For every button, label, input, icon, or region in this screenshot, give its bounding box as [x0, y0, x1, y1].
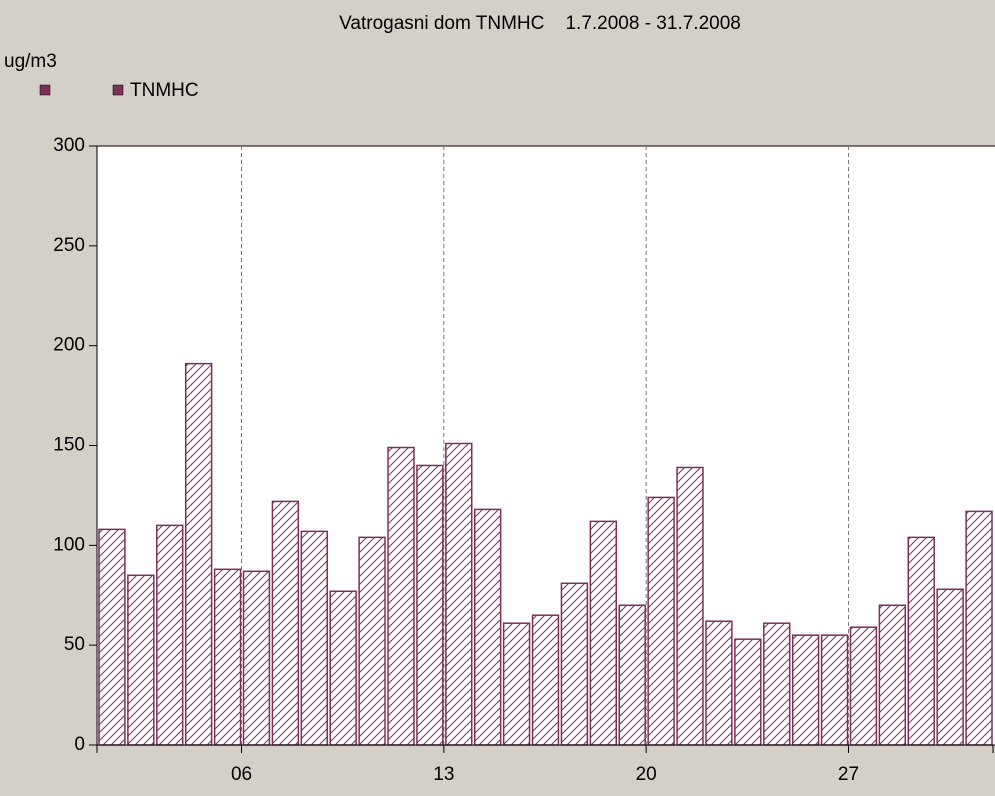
bar: [531, 614, 560, 746]
bar: [820, 634, 849, 746]
bar: [791, 634, 820, 746]
chart-title: Vatrogasni dom TNMHC 1.7.2008 - 31.7.200…: [339, 13, 741, 34]
bar: [213, 568, 242, 746]
x-tick-label: 27: [838, 764, 859, 785]
legend-swatch: [112, 84, 124, 96]
bar: [907, 536, 935, 746]
x-tick-label: 13: [433, 764, 454, 785]
bar: [271, 500, 300, 746]
bar: [445, 442, 473, 746]
bar: [184, 362, 213, 746]
bar: [849, 626, 878, 746]
bar: [878, 604, 907, 746]
bar: [705, 620, 733, 746]
x-tick-label: 06: [231, 764, 252, 785]
y-axis-label: ug/m3: [4, 51, 57, 72]
bar: [473, 508, 502, 746]
y-tick-label: 300: [53, 135, 85, 156]
bar: [242, 570, 271, 746]
legend-swatch: [39, 84, 51, 96]
y-tick-label: 0: [74, 734, 85, 755]
y-tick-label: 150: [53, 435, 85, 456]
bar: [936, 588, 964, 746]
bar: [647, 496, 675, 746]
y-tick-label: 250: [53, 235, 85, 256]
y-tick-label: 100: [53, 534, 85, 555]
bar: [300, 530, 328, 746]
bar: [358, 536, 386, 746]
bar: [763, 622, 791, 746]
y-tick-label: 200: [53, 335, 85, 356]
bar: [329, 590, 357, 746]
x-tick-label: 20: [636, 764, 657, 785]
bar: [387, 446, 415, 746]
bar: [560, 582, 589, 746]
bar: [965, 510, 993, 746]
bar: [502, 622, 531, 746]
y-tick-label: 50: [64, 634, 85, 655]
bar: [416, 464, 444, 746]
legend-label: TNMHC: [130, 80, 199, 101]
bar: [589, 520, 618, 746]
bar: [156, 524, 184, 746]
bar: [127, 574, 155, 746]
bar: [618, 604, 646, 746]
bar: [676, 466, 704, 746]
bar: [98, 528, 126, 746]
bar: [734, 638, 762, 746]
